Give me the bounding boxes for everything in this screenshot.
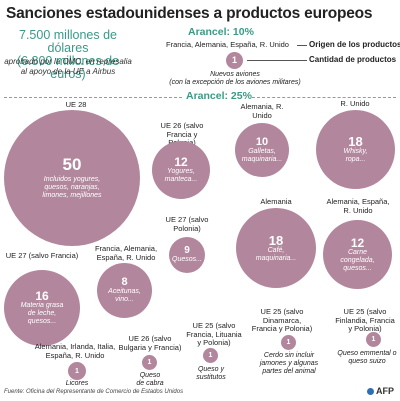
bubble-countries: UE 25 (salvo Finlandia, Francia y Poloni… xyxy=(335,307,395,333)
product-count: 50 xyxy=(62,155,82,174)
product-description: Whisky, ropa... xyxy=(343,148,368,163)
product-description: Aceitunas, vino... xyxy=(108,288,141,303)
legend-origin-label: Origen de los productos xyxy=(309,40,400,49)
product-description: Quesos... xyxy=(172,256,202,263)
product-description: Carne congelada, quesos... xyxy=(340,248,375,272)
product-description: Incluidos yogures, quesos, naranjas, lim… xyxy=(42,176,102,199)
product-description: Queso y sustitutos xyxy=(196,366,226,381)
product-bubble: 1 xyxy=(366,332,381,347)
bubble-countries: UE 27 (salvo Polonia) xyxy=(165,215,209,233)
product-bubble: 8 Aceitunas, vino... xyxy=(97,263,152,318)
divider-right xyxy=(252,97,396,98)
product-bubble: 1 xyxy=(203,348,218,363)
product-bubble: 1 xyxy=(142,355,157,370)
product-description: Queso de cabra xyxy=(136,372,164,387)
product-count: 10 xyxy=(255,135,269,148)
product-description: Cerdo sin incluir jamones y algunas part… xyxy=(259,352,319,375)
product-bubble: 9 Quesos... xyxy=(169,237,205,273)
product-bubble: 12 Carne congelada, quesos... xyxy=(323,220,392,289)
bubble-countries: Alemania, R. Unido xyxy=(240,102,284,120)
product-bubble: 1 xyxy=(68,362,86,380)
product-count: 1 xyxy=(75,367,79,375)
credit: AFP xyxy=(367,386,394,396)
product-bubble: 50 Incluidos yogures, quesos, naranjas, … xyxy=(4,110,140,246)
bubble-countries: UE 25 (salvo Francia, Lituania y Polonia… xyxy=(186,321,242,347)
product-count: 1 xyxy=(286,339,291,346)
tariff-10-label: Arancel: 10% xyxy=(188,26,254,38)
bubble-countries: R. Unido xyxy=(340,99,370,108)
legend-bubble: 1 xyxy=(226,52,243,69)
product-description: Yogures, manteca... xyxy=(164,168,198,183)
amount-eur: (6.800 millones de euros) xyxy=(16,54,120,81)
product-bubble: 1 xyxy=(281,335,296,350)
legend-countries: Francia, Alemania, España, R. Unido xyxy=(166,40,289,49)
product-bubble: 12 Yogures, manteca... xyxy=(152,141,210,199)
product-count: 12 xyxy=(350,235,365,250)
source-note: Fuente: Oficina del Representante de Com… xyxy=(4,389,184,395)
bubble-countries: UE 27 (salvo Francia) xyxy=(5,251,79,260)
product-description: Queso emmental o queso suizo xyxy=(337,350,397,365)
product-description: Galletas, maquinaria... xyxy=(241,147,283,163)
product-count: 1 xyxy=(371,336,376,343)
headline-note: aprobado por la OMC, en represalia al ap… xyxy=(4,57,132,76)
bubble-countries: Alemania xyxy=(260,197,292,206)
bubble-countries: UE 26 (salvo Bulgaria y Francia) xyxy=(118,334,182,352)
headline-amount: 7.500 millones de dólares (6.800 millone… xyxy=(4,29,132,81)
legend-count: 1 xyxy=(231,55,237,65)
product-count: 18 xyxy=(268,232,284,248)
product-bubble: 16 Materia grasa de leche, quesos... xyxy=(4,270,80,346)
bubble-countries: UE 28 xyxy=(65,100,87,109)
product-bubble: 18 Whisky, ropa... xyxy=(316,110,395,189)
amount-usd: 7.500 millones de dólares xyxy=(19,28,117,55)
credit-label: AFP xyxy=(376,386,394,396)
tariff-25-label: Arancel: 25% xyxy=(186,90,252,102)
afp-logo-icon xyxy=(367,388,374,395)
legend-product-note: (con la excepción de los aviones militar… xyxy=(169,79,301,86)
product-count: 18 xyxy=(348,134,363,149)
page-title: Sanciones estadounidenses a productos eu… xyxy=(6,5,373,22)
product-count: 1 xyxy=(208,352,213,359)
bubble-countries: Alemania, España, R. Unido xyxy=(326,197,390,215)
product-description: Café, maquinaria... xyxy=(255,246,297,262)
bubble-countries: Francia, Alemania, España, R. Unido xyxy=(94,244,158,262)
legend-product-name: Nuevos aviones xyxy=(210,71,260,78)
product-bubble: 10 Galletas, maquinaria... xyxy=(235,123,289,177)
bubble-countries: UE 25 (salvo Dinamarca, Francia y Poloni… xyxy=(251,307,313,333)
legend-line-count xyxy=(247,60,307,61)
legend-count-label: Cantidad de productos xyxy=(309,55,397,64)
product-count: 1 xyxy=(147,359,152,366)
divider-left xyxy=(4,97,182,98)
legend-product: Nuevos aviones (con la excepción de los … xyxy=(160,71,310,87)
bubble-countries: Alemania, Irlanda, Italia, España, R. Un… xyxy=(34,342,116,360)
product-description: Licores xyxy=(65,380,89,387)
product-count: 9 xyxy=(184,245,190,256)
product-description: Materia grasa de leche, quesos... xyxy=(20,302,64,325)
product-bubble: 18 Café, maquinaria... xyxy=(236,208,316,288)
product-count: 16 xyxy=(35,289,49,303)
product-count: 12 xyxy=(174,155,188,169)
product-count: 8 xyxy=(121,276,128,288)
legend-line-origin xyxy=(297,45,307,46)
